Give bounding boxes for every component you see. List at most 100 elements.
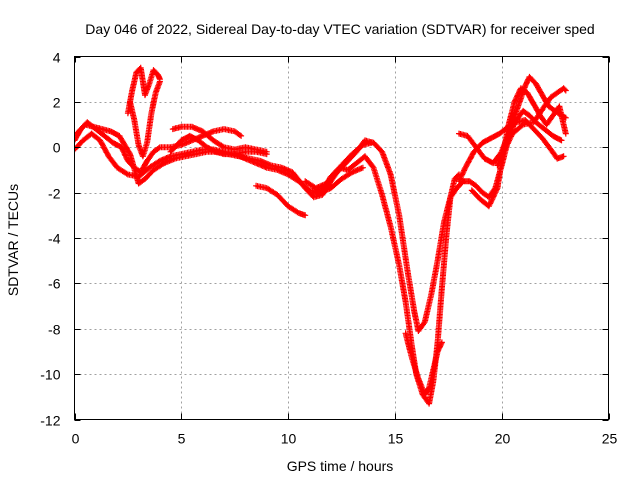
series-markers	[253, 182, 309, 219]
data-point	[340, 178, 343, 180]
data-point	[131, 89, 133, 92]
data-point	[524, 119, 526, 121]
data-point	[483, 157, 486, 160]
data-point	[223, 153, 225, 155]
data-point	[520, 87, 522, 90]
data-point	[321, 194, 324, 196]
data-point	[430, 293, 433, 296]
data-point	[468, 180, 471, 183]
data-point	[481, 141, 484, 144]
data-point	[347, 169, 349, 171]
data-point	[157, 73, 159, 76]
data-point	[481, 191, 484, 194]
data-point	[364, 139, 366, 142]
data-point	[471, 189, 473, 192]
data-point	[240, 135, 242, 137]
data-point	[142, 155, 144, 158]
data-point	[129, 101, 131, 103]
data-point	[528, 114, 531, 117]
data-point	[159, 146, 161, 149]
data-point	[372, 166, 375, 169]
data-point	[473, 151, 475, 153]
data-point	[172, 128, 174, 130]
data-point	[556, 157, 558, 160]
data-point	[169, 151, 172, 153]
series-track-9	[302, 107, 565, 334]
data-point	[244, 146, 247, 149]
data-point	[535, 82, 537, 85]
data-point	[411, 357, 413, 360]
data-point	[180, 126, 183, 128]
data-point	[255, 185, 257, 187]
data-point	[532, 103, 535, 105]
data-point	[223, 128, 225, 130]
data-point	[518, 103, 520, 105]
data-point	[436, 350, 439, 353]
x-tick-label: 25	[602, 431, 618, 447]
data-point	[398, 264, 401, 267]
x-tick-label: 5	[178, 431, 186, 447]
data-point	[92, 126, 95, 128]
data-point	[381, 194, 383, 196]
data-point	[381, 151, 383, 153]
series-markers	[456, 117, 567, 185]
data-point	[556, 92, 558, 94]
data-point	[417, 330, 420, 332]
series-track-15	[456, 117, 567, 185]
data-point	[139, 67, 142, 69]
data-point	[351, 171, 354, 173]
data-point	[212, 139, 215, 142]
data-point	[355, 162, 358, 164]
data-point	[116, 166, 118, 169]
data-point	[169, 155, 172, 158]
data-point	[265, 151, 268, 153]
x-tick-label: 20	[495, 431, 511, 447]
data-point	[304, 214, 307, 217]
data-point	[127, 173, 129, 176]
data-point	[206, 146, 208, 149]
data-point	[428, 402, 430, 405]
data-point	[312, 191, 315, 194]
data-point	[133, 119, 136, 121]
data-point	[75, 132, 78, 135]
data-point	[152, 151, 155, 153]
data-point	[195, 153, 198, 155]
data-point	[526, 92, 529, 94]
data-point	[562, 155, 565, 158]
data-point	[558, 105, 561, 108]
y-tick-label: -6	[48, 276, 61, 292]
tick-labels: 0 5 10 15 20 25 -12 -10 -8 -6 -4 -2 0 2 4	[40, 50, 617, 447]
data-point	[404, 332, 407, 335]
data-point	[441, 341, 443, 344]
data-point	[287, 205, 289, 207]
data-point	[464, 166, 467, 169]
data-point	[330, 187, 332, 189]
data-point	[223, 146, 225, 149]
data-point	[265, 187, 268, 189]
data-point	[528, 76, 531, 78]
data-point	[389, 173, 392, 176]
data-point	[458, 180, 460, 183]
data-point	[137, 144, 140, 146]
data-point	[146, 141, 148, 144]
data-point	[338, 166, 341, 169]
data-series	[74, 64, 569, 407]
data-point	[355, 151, 358, 153]
data-point	[488, 196, 490, 198]
data-point	[428, 386, 430, 389]
y-tick-label: -12	[40, 413, 60, 429]
data-point	[127, 160, 129, 162]
data-point	[488, 205, 490, 207]
data-point	[144, 94, 146, 96]
data-point	[552, 135, 554, 137]
data-point	[265, 166, 268, 169]
series-track-10	[310, 153, 462, 407]
data-point	[321, 189, 324, 192]
data-point	[541, 137, 544, 139]
data-point	[191, 126, 193, 128]
data-point	[180, 139, 183, 142]
data-point	[441, 287, 443, 289]
data-point	[110, 130, 112, 133]
data-point	[206, 151, 208, 153]
